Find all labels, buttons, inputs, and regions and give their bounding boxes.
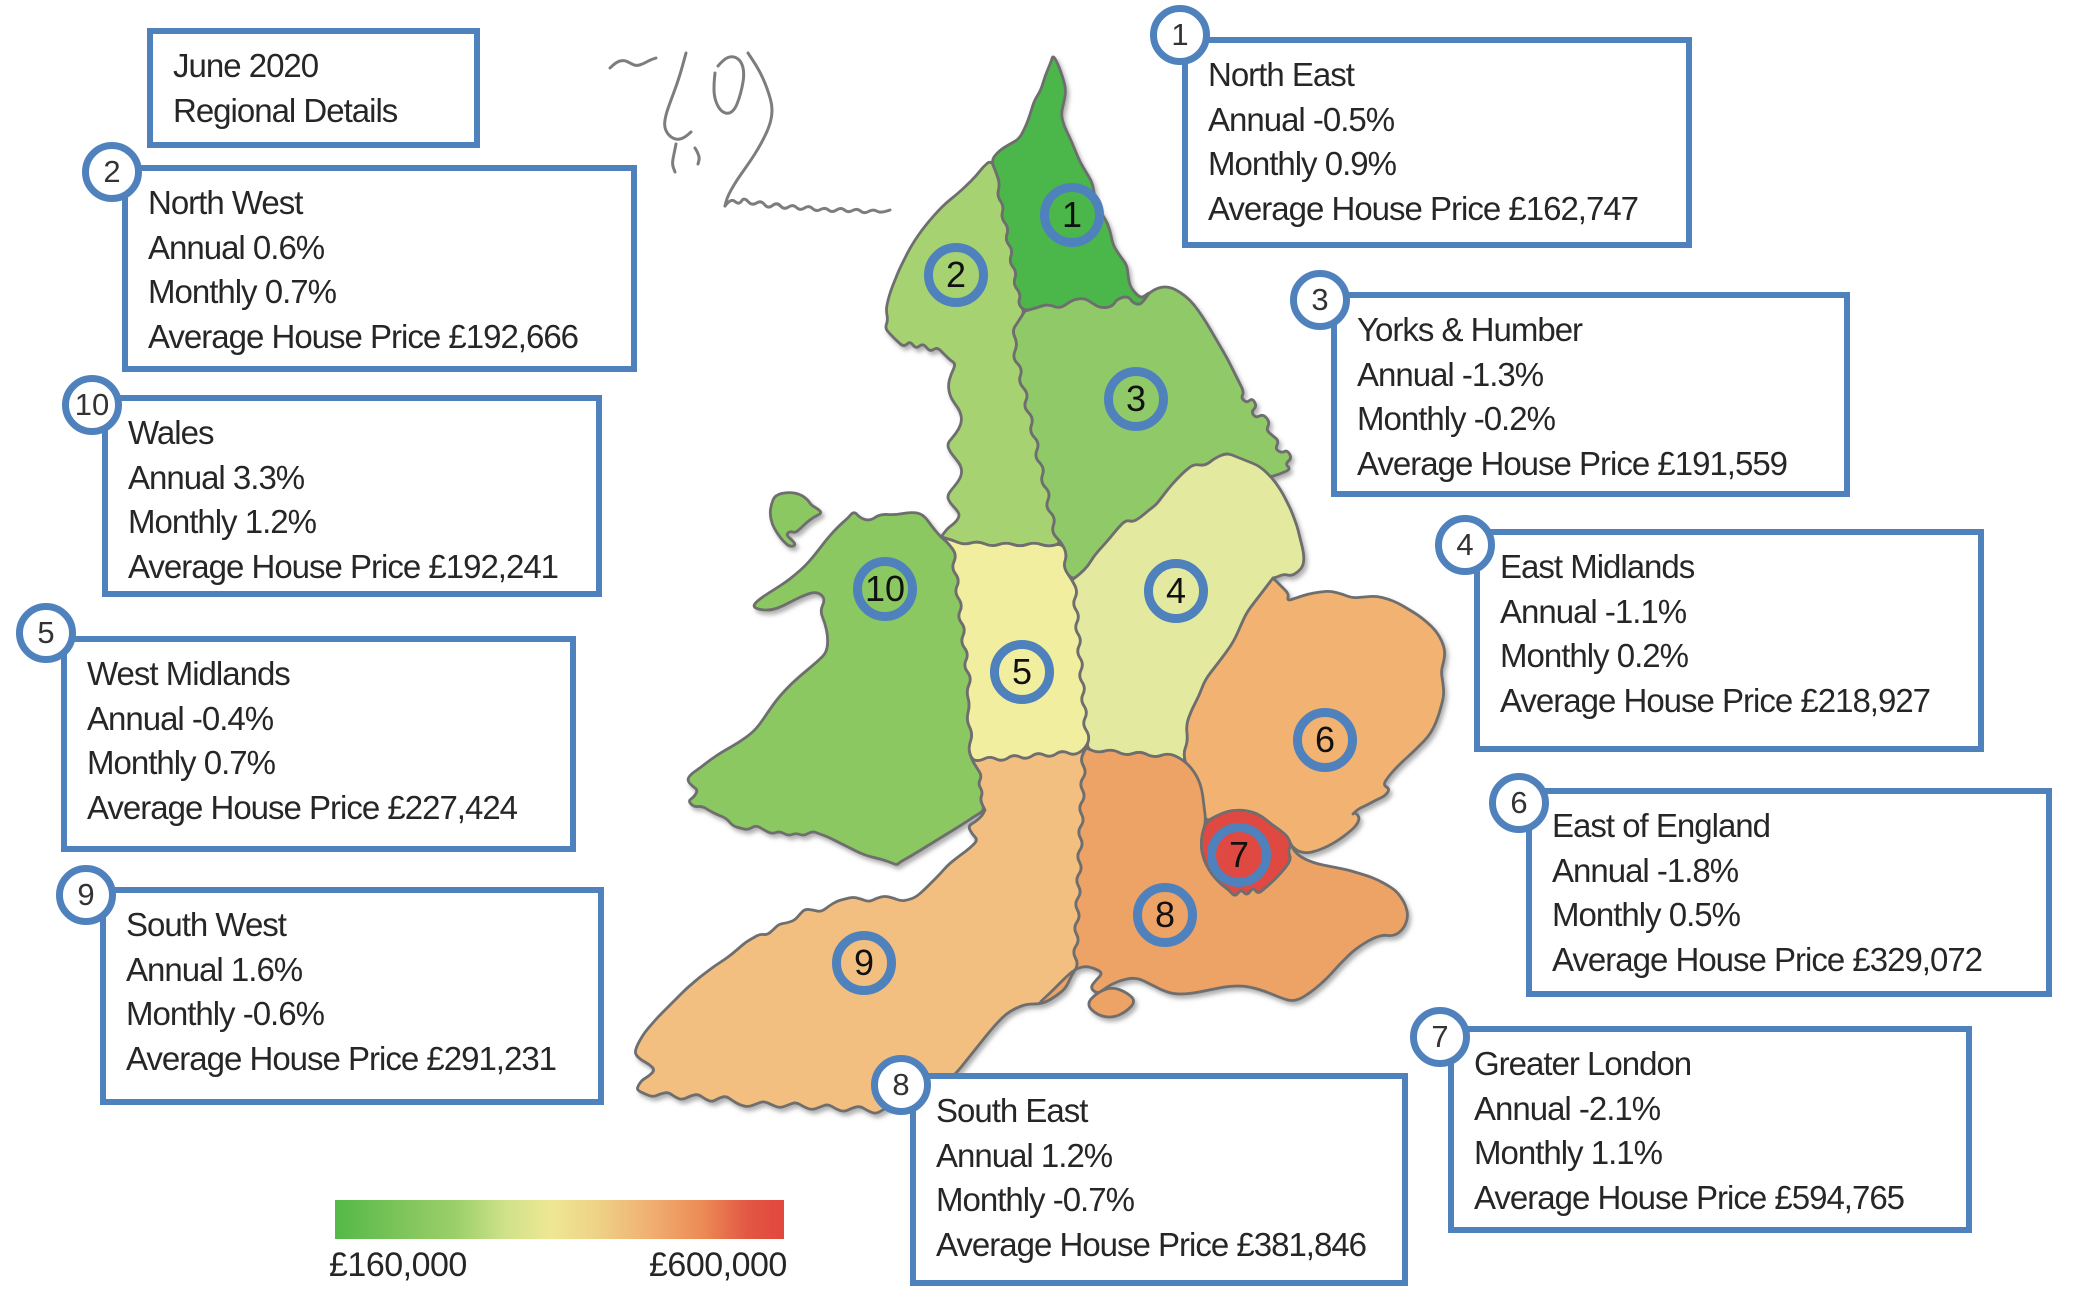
svg-text:5: 5 [1012, 651, 1032, 692]
svg-text:4: 4 [1166, 570, 1186, 611]
svg-text:8: 8 [1155, 894, 1175, 935]
svg-text:10: 10 [865, 568, 905, 609]
svg-text:6: 6 [1315, 719, 1335, 760]
svg-text:3: 3 [1126, 378, 1146, 419]
svg-text:1: 1 [1062, 194, 1082, 235]
svg-text:7: 7 [1229, 834, 1249, 875]
svg-text:9: 9 [854, 942, 874, 983]
svg-text:2: 2 [946, 254, 966, 295]
